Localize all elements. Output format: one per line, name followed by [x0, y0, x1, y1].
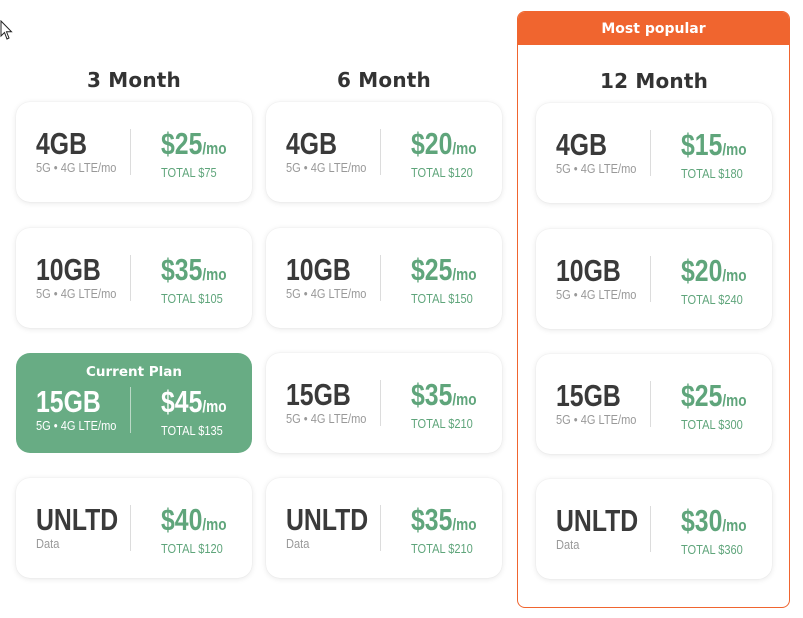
plan-price: $20/mo [681, 253, 747, 288]
plan-data-amount: 4GB [36, 126, 87, 161]
plan-data-amount: UNLTD [556, 503, 639, 538]
plan-card-6m-unltd[interactable]: UNLTD Data $35/mo TOTAL $210 [266, 478, 502, 578]
plan-data-amount: 4GB [556, 127, 607, 162]
column-title-12-month: 12 Month [599, 69, 709, 93]
plan-data-amount: 10GB [556, 253, 621, 288]
plan-network: 5G • 4G LTE/mo [286, 411, 367, 426]
divider [130, 255, 131, 301]
plan-card-12m-unltd[interactable]: UNLTD Data $30/mo TOTAL $360 [536, 479, 772, 579]
plan-card-3m-unltd[interactable]: UNLTD Data $40/mo TOTAL $120 [16, 478, 252, 578]
plan-price: $25/mo [411, 252, 477, 287]
plan-price: $35/mo [411, 377, 477, 412]
plan-price: $25/mo [681, 378, 747, 413]
plan-data-amount: 15GB [36, 384, 101, 419]
divider [650, 506, 651, 552]
plan-price: $35/mo [161, 252, 227, 287]
plan-network: 5G • 4G LTE/mo [556, 412, 637, 427]
divider [380, 380, 381, 426]
column-title-6-month: 6 Month [337, 68, 431, 92]
plan-card-12m-4gb[interactable]: 4GB 5G • 4G LTE/mo $15/mo TOTAL $180 [536, 103, 772, 203]
plan-network: Data [36, 536, 60, 551]
plan-total: TOTAL $75 [161, 165, 217, 180]
plan-total: TOTAL $240 [681, 292, 743, 307]
plan-network: Data [286, 536, 310, 551]
plan-price: $45/mo [161, 384, 227, 419]
plan-network: 5G • 4G LTE/mo [286, 286, 367, 301]
plan-total: TOTAL $105 [161, 291, 223, 306]
divider [130, 387, 131, 433]
divider [130, 129, 131, 175]
current-plan-label: Current Plan [86, 364, 182, 380]
plan-network: 5G • 4G LTE/mo [36, 160, 117, 175]
plan-data-amount: 15GB [286, 377, 351, 412]
plan-price: $25/mo [161, 126, 227, 161]
divider [380, 129, 381, 175]
plan-data-amount: 10GB [286, 252, 351, 287]
plan-data-amount: 4GB [286, 126, 337, 161]
plan-price: $20/mo [411, 126, 477, 161]
plan-data-amount: UNLTD [286, 502, 369, 537]
column-title-3-month: 3 Month [87, 68, 181, 92]
plan-network: 5G • 4G LTE/mo [286, 160, 367, 175]
plan-data-amount: 10GB [36, 252, 101, 287]
plan-total: TOTAL $120 [161, 541, 223, 556]
plan-card-6m-15gb[interactable]: 15GB 5G • 4G LTE/mo $35/mo TOTAL $210 [266, 353, 502, 453]
plan-network: 5G • 4G LTE/mo [556, 287, 637, 302]
plan-network: Data [556, 537, 580, 552]
plan-total: TOTAL $300 [681, 417, 743, 432]
plan-card-6m-10gb[interactable]: 10GB 5G • 4G LTE/mo $25/mo TOTAL $150 [266, 228, 502, 328]
plan-total: TOTAL $120 [411, 165, 473, 180]
plan-price: $15/mo [681, 127, 747, 162]
divider [380, 505, 381, 551]
divider [650, 130, 651, 176]
plan-card-3m-15gb-current[interactable]: Current Plan 15GB 5G • 4G LTE/mo $45/mo … [16, 353, 252, 453]
divider [650, 381, 651, 427]
most-popular-banner: Most popular [518, 12, 789, 45]
plan-network: 5G • 4G LTE/mo [556, 161, 637, 176]
plan-card-12m-15gb[interactable]: 15GB 5G • 4G LTE/mo $25/mo TOTAL $300 [536, 354, 772, 454]
divider [650, 256, 651, 302]
plan-card-12m-10gb[interactable]: 10GB 5G • 4G LTE/mo $20/mo TOTAL $240 [536, 229, 772, 329]
plan-data-amount: 15GB [556, 378, 621, 413]
plan-total: TOTAL $360 [681, 542, 743, 557]
most-popular-frame: Most popular [517, 11, 790, 608]
plan-network: 5G • 4G LTE/mo [36, 286, 117, 301]
plan-network: 5G • 4G LTE/mo [36, 418, 117, 433]
plan-price: $30/mo [681, 503, 747, 538]
plan-card-3m-4gb[interactable]: 4GB 5G • 4G LTE/mo $25/mo TOTAL $75 [16, 102, 252, 202]
divider [130, 505, 131, 551]
plan-total: TOTAL $180 [681, 166, 743, 181]
plan-data-amount: UNLTD [36, 502, 119, 537]
plan-price: $40/mo [161, 502, 227, 537]
plan-total: TOTAL $210 [411, 541, 473, 556]
plan-total: TOTAL $150 [411, 291, 473, 306]
plan-card-3m-10gb[interactable]: 10GB 5G • 4G LTE/mo $35/mo TOTAL $105 [16, 228, 252, 328]
divider [380, 255, 381, 301]
plan-card-6m-4gb[interactable]: 4GB 5G • 4G LTE/mo $20/mo TOTAL $120 [266, 102, 502, 202]
mouse-cursor-icon [0, 20, 13, 40]
plan-total: TOTAL $135 [161, 423, 223, 438]
plan-total: TOTAL $210 [411, 416, 473, 431]
plan-price: $35/mo [411, 502, 477, 537]
